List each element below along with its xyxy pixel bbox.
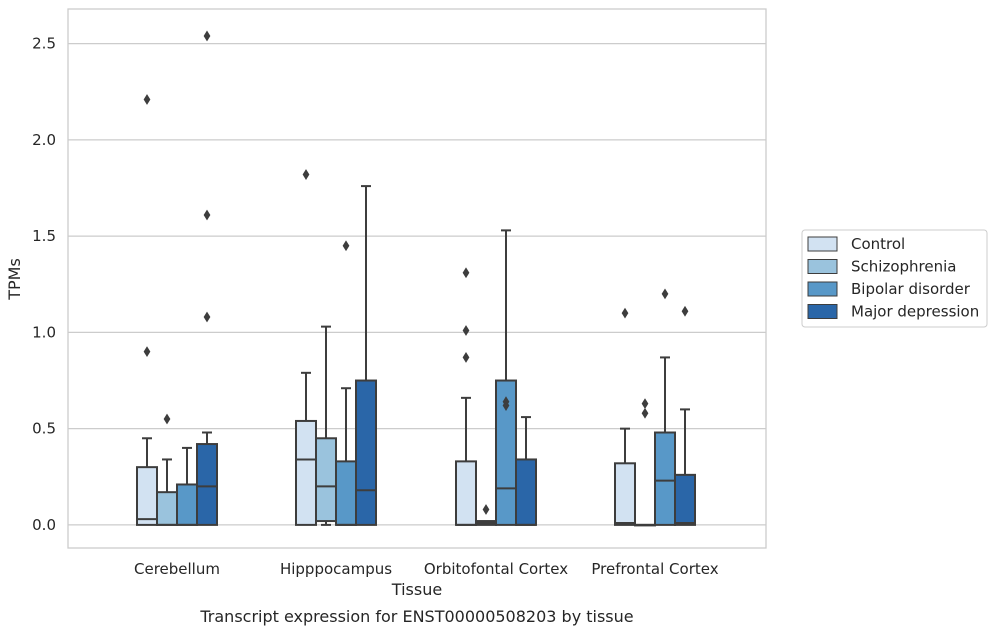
- y-tick-label: 1.5: [32, 227, 56, 245]
- outlier-point: [203, 30, 211, 42]
- box-control: [455, 267, 477, 526]
- outlier-point: [302, 169, 310, 180]
- box-body: [654, 431, 676, 526]
- y-tick-label: 0.5: [32, 420, 56, 438]
- x-tick-label: Hipppocampus: [280, 560, 392, 578]
- outlier-point: [143, 346, 151, 358]
- outlier-point: [203, 209, 211, 221]
- box-body: [455, 460, 477, 526]
- box-control: [136, 94, 158, 526]
- box-bipolar-disorder: [495, 229, 517, 526]
- legend-label: Bipolar disorder: [851, 280, 971, 298]
- plot-frame: [67, 8, 767, 549]
- x-tick-label: Cerebellum: [134, 560, 220, 578]
- box-major-depression: [674, 305, 696, 526]
- box-control: [295, 169, 317, 526]
- box-body: [355, 379, 377, 526]
- box-body: [614, 462, 636, 526]
- box-body: [156, 491, 178, 526]
- legend-label: Schizophrenia: [851, 258, 956, 276]
- y-tick-label: 0.0: [32, 516, 56, 534]
- outlier-point: [342, 240, 350, 252]
- outlier-point: [641, 398, 649, 410]
- y-tick-label: 2.5: [32, 35, 56, 53]
- outlier-point: [163, 413, 171, 425]
- legend-label: Control: [851, 235, 905, 253]
- legend-swatch: [807, 281, 838, 297]
- box-schizophrenia: [634, 398, 656, 527]
- outlier-point: [203, 311, 211, 323]
- y-tick-label: 1.0: [32, 323, 56, 341]
- outlier-point: [482, 504, 490, 515]
- box-schizophrenia: [475, 504, 497, 526]
- x-tick-label: Prefrontal Cortex: [591, 560, 718, 578]
- legend-frame: [801, 229, 988, 328]
- legend: Control Schizophrenia Bipolar disorder Majo…: [801, 229, 988, 328]
- y-axis-ticks: 0.0 0.5 1.0 1.5 2.0 2.5: [32, 35, 56, 534]
- box-body: [335, 460, 357, 526]
- boxes-layer: [136, 30, 696, 527]
- y-axis-label: TPMs: [5, 258, 24, 301]
- x-axis-label: Tissue: [391, 580, 442, 599]
- box-body: [176, 483, 198, 526]
- legend-swatch: [807, 304, 838, 319]
- legend-swatch: [807, 236, 838, 252]
- box-body: [515, 458, 537, 526]
- outlier-point: [621, 307, 629, 319]
- box-major-depression: [515, 416, 537, 526]
- box-major-depression: [196, 30, 218, 526]
- box-control: [614, 307, 636, 526]
- outlier-point: [502, 396, 510, 408]
- legend-label: Major depression: [851, 303, 979, 321]
- box-body: [196, 443, 218, 526]
- chart-caption: Transcript expression for ENST0000050820…: [199, 607, 633, 626]
- box-body: [674, 473, 696, 526]
- outlier-point: [462, 352, 470, 363]
- y-tick-label: 2.0: [32, 131, 56, 149]
- box-major-depression: [355, 185, 377, 526]
- box-body: [295, 419, 317, 526]
- outlier-point: [681, 305, 689, 317]
- box-bipolar-disorder: [654, 288, 676, 526]
- outlier-point: [143, 94, 151, 105]
- legend-swatch: [807, 259, 838, 274]
- box-body: [315, 437, 337, 523]
- box-schizophrenia: [315, 325, 337, 526]
- x-axis-ticks: Cerebellum Hipppocampus Orbitofontal Corte…: [134, 560, 719, 578]
- x-tick-label: Orbitofontal Cortex: [424, 560, 568, 578]
- outlier-point: [641, 407, 649, 419]
- box-schizophrenia: [156, 413, 178, 526]
- box-body: [136, 466, 158, 526]
- outlier-point: [661, 288, 669, 300]
- outlier-point: [462, 325, 470, 336]
- box-bipolar-disorder: [176, 446, 198, 526]
- outlier-point: [462, 267, 470, 279]
- box-bipolar-disorder: [335, 240, 357, 526]
